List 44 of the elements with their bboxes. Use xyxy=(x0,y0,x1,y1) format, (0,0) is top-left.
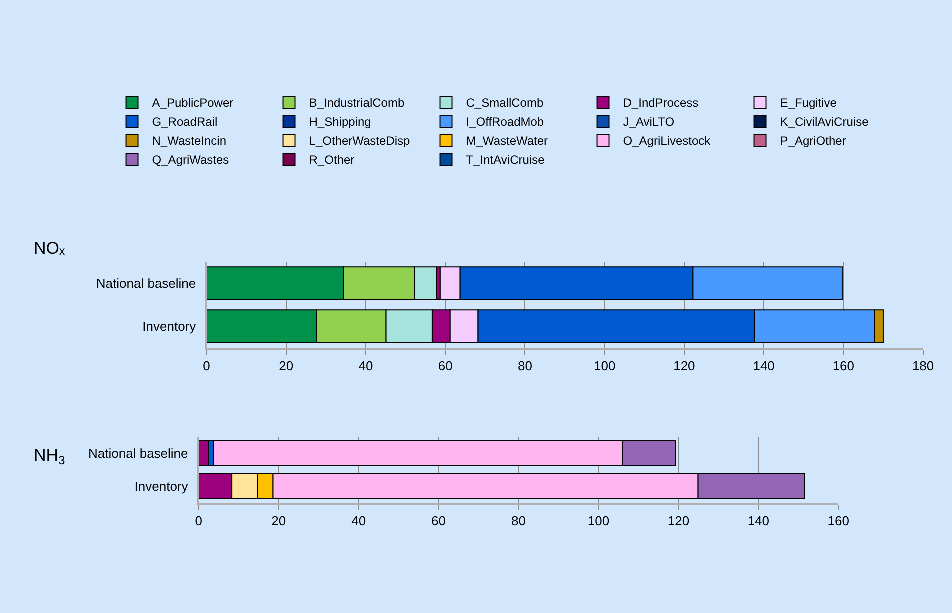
legend-label: L_OtherWasteDisp xyxy=(309,134,411,148)
legend-label: I_OffRoadMob xyxy=(466,115,544,130)
x-tick-label: 140 xyxy=(748,514,770,529)
legend-label: G_RoadRail xyxy=(152,115,218,130)
legend-label: D_IndProcess xyxy=(623,96,699,110)
x-tick-label: 180 xyxy=(912,358,934,374)
x-tick-label: 40 xyxy=(358,358,374,374)
legend-label: Q_AgriWastes xyxy=(152,153,230,168)
x-tick-label: 120 xyxy=(674,358,696,374)
x-tick-label: 100 xyxy=(594,358,616,374)
x-tick-label: 20 xyxy=(272,514,286,529)
y-tick-label: Inventory xyxy=(142,319,197,334)
x-tick-label: 120 xyxy=(668,514,690,529)
x-tick-label: 160 xyxy=(828,514,850,529)
y-axis-title: NOₓ xyxy=(34,239,66,258)
legend-label: C_SmallComb xyxy=(466,96,544,110)
legend-label: B_IndustrialComb xyxy=(309,96,405,110)
y-tick-label: Inventory xyxy=(134,479,189,494)
x-tick-label: 0 xyxy=(203,358,210,374)
legend-label: N_WasteIncin xyxy=(152,134,227,148)
x-tick-label: 20 xyxy=(279,358,294,374)
x-tick-label: 140 xyxy=(753,358,775,374)
legend-label: P_AgriOther xyxy=(780,134,846,148)
legend-label: H_Shipping xyxy=(309,115,372,130)
y-tick-label: National baseline xyxy=(88,446,188,462)
x-tick-label: 80 xyxy=(518,358,532,374)
legend-label: T_IntAviCruise xyxy=(466,153,546,168)
legend-label: J_AviLTO xyxy=(623,115,675,130)
bar xyxy=(198,440,210,467)
x-tick-label: 40 xyxy=(352,514,366,529)
x-tick-label: 160 xyxy=(832,358,855,374)
x-tick-label: 60 xyxy=(432,514,446,529)
legend-label: K_CivilAviCruise xyxy=(780,115,870,130)
x-tick-label: 100 xyxy=(588,514,610,529)
legend-label: R_Other xyxy=(309,153,355,168)
legend-label: O_AgriLivestock xyxy=(623,134,712,148)
x-tick-label: 60 xyxy=(438,358,453,374)
y-axis-title: NH$_{3}$ xyxy=(34,446,66,468)
legend-label: M_WasteWater xyxy=(466,134,548,148)
legend-label: E_Fugitive xyxy=(780,96,838,110)
legend-label: A_PublicPower xyxy=(152,96,234,110)
x-tick-label: 0 xyxy=(195,514,202,529)
x-tick-label: 80 xyxy=(512,514,526,529)
y-tick-label: National baseline xyxy=(96,276,196,292)
